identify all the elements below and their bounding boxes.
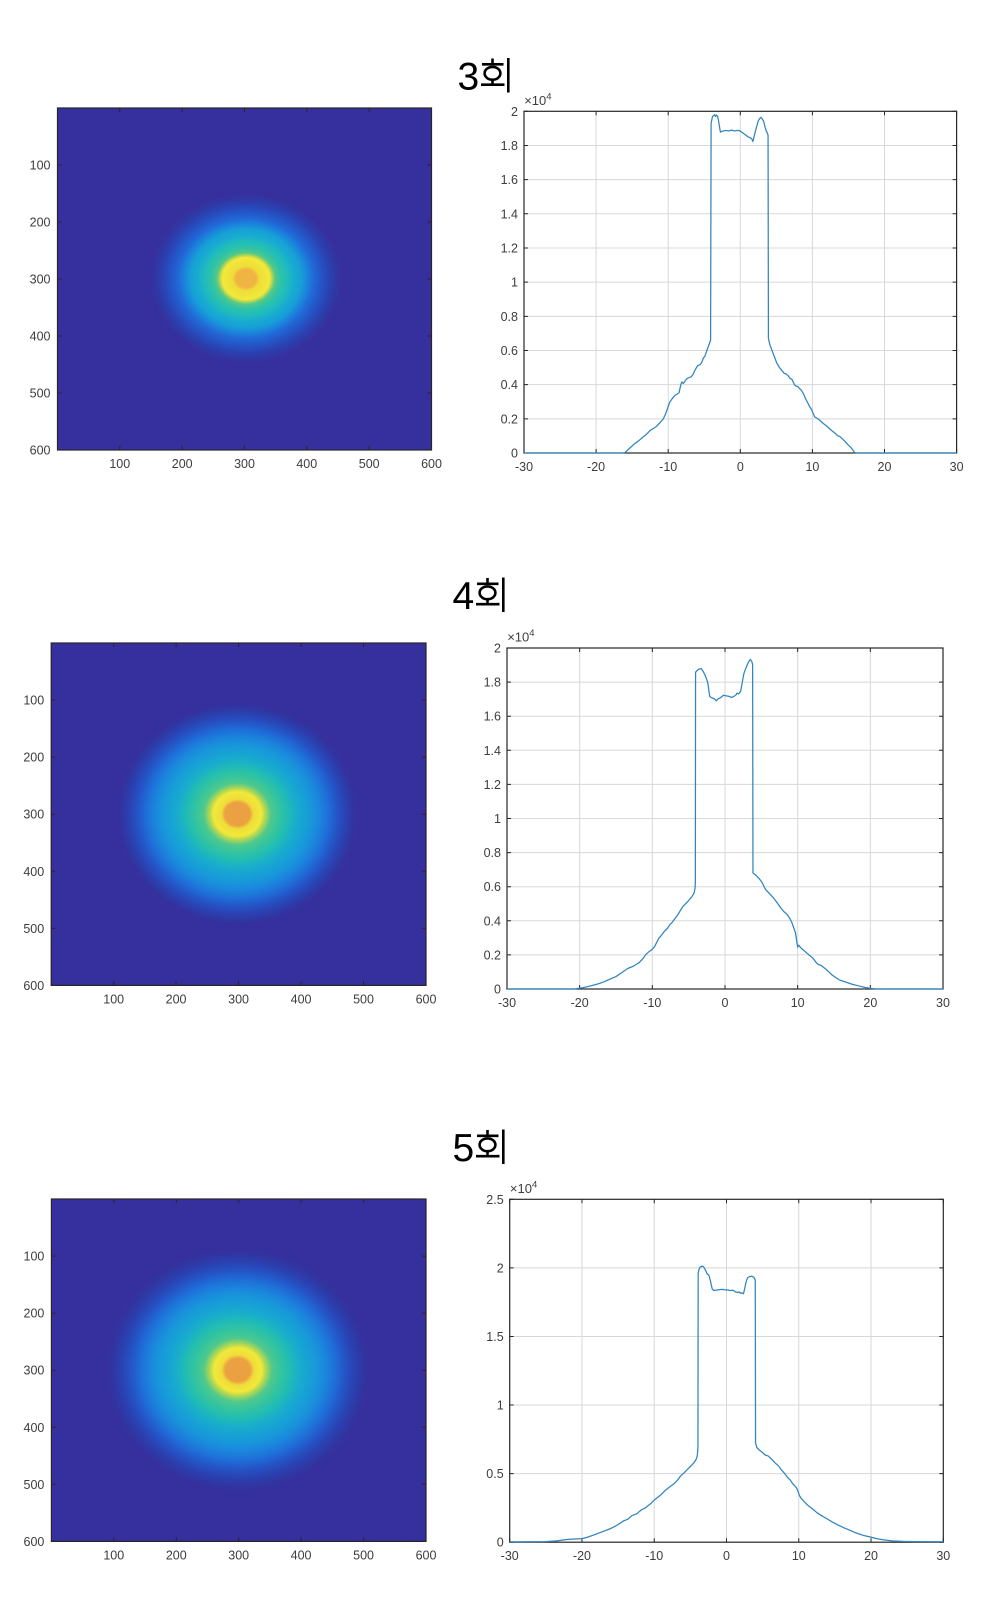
svg-text:-30: -30 [515,460,533,474]
svg-text:0.5: 0.5 [486,1467,503,1481]
svg-text:400: 400 [291,992,312,1006]
svg-text:-30: -30 [501,1549,519,1563]
svg-text:4: 4 [453,575,475,618]
svg-text:1.6: 1.6 [484,710,501,724]
svg-text:2: 2 [511,105,518,119]
svg-text:200: 200 [172,457,193,471]
svg-text:20: 20 [863,996,877,1010]
svg-text:0.6: 0.6 [484,880,501,894]
svg-text:-20: -20 [573,1549,591,1563]
svg-text:300: 300 [30,273,51,287]
svg-text:500: 500 [353,1548,374,1562]
svg-text:-10: -10 [659,460,677,474]
svg-text:600: 600 [24,1535,45,1549]
svg-text:1.4: 1.4 [484,744,501,758]
svg-text:100: 100 [23,694,44,708]
svg-text:500: 500 [23,922,44,936]
svg-text:400: 400 [291,1548,312,1562]
svg-text:×104: ×104 [524,91,551,108]
svg-text:30: 30 [936,1549,950,1563]
svg-text:1.4: 1.4 [501,207,518,221]
svg-text:200: 200 [166,992,187,1006]
svg-text:400: 400 [23,865,44,879]
svg-text:200: 200 [24,1307,45,1321]
svg-text:0.8: 0.8 [484,846,501,860]
svg-text:1.8: 1.8 [501,139,518,153]
svg-text:300: 300 [228,992,249,1006]
svg-text:0: 0 [722,996,729,1010]
svg-text:5: 5 [453,1127,475,1170]
svg-text:200: 200 [166,1548,187,1562]
svg-text:600: 600 [416,1548,437,1562]
svg-text:100: 100 [103,992,124,1006]
svg-text:0.4: 0.4 [501,378,518,392]
svg-text:-20: -20 [571,996,589,1010]
svg-text:2.5: 2.5 [486,1193,503,1207]
svg-text:1.6: 1.6 [501,173,518,187]
svg-text:1.5: 1.5 [486,1330,503,1344]
svg-text:20: 20 [878,460,892,474]
svg-text:1: 1 [497,1399,504,1413]
svg-text:×104: ×104 [507,628,534,645]
svg-text:-10: -10 [643,996,661,1010]
svg-text:500: 500 [359,457,380,471]
svg-text:600: 600 [421,457,442,471]
svg-text:400: 400 [24,1421,45,1435]
svg-text:300: 300 [24,1364,45,1378]
svg-text:400: 400 [30,330,51,344]
svg-text:-30: -30 [498,996,516,1010]
svg-text:-20: -20 [587,460,605,474]
svg-text:20: 20 [864,1549,878,1563]
svg-text:0.8: 0.8 [501,310,518,324]
svg-text:600: 600 [416,992,437,1006]
svg-text:400: 400 [296,457,317,471]
svg-text:2: 2 [497,1261,504,1275]
svg-text:500: 500 [30,387,51,401]
svg-text:600: 600 [30,444,51,458]
svg-text:30: 30 [950,460,964,474]
svg-text:200: 200 [23,751,44,765]
svg-text:×104: ×104 [510,1179,537,1196]
svg-text:0: 0 [723,1549,730,1563]
svg-text:1: 1 [494,812,501,826]
svg-text:100: 100 [103,1548,124,1562]
svg-text:-10: -10 [645,1549,663,1563]
svg-text:100: 100 [30,159,51,173]
svg-text:1.2: 1.2 [501,241,518,255]
svg-text:0: 0 [511,447,518,461]
svg-text:600: 600 [23,979,44,993]
svg-text:0.2: 0.2 [501,412,518,426]
svg-text:300: 300 [234,457,255,471]
svg-text:1: 1 [511,276,518,290]
svg-text:10: 10 [791,996,805,1010]
svg-text:100: 100 [109,457,130,471]
svg-text:300: 300 [23,808,44,822]
svg-text:3: 3 [458,56,480,99]
svg-text:200: 200 [30,216,51,230]
svg-text:500: 500 [24,1478,45,1492]
svg-text:1.8: 1.8 [484,676,501,690]
svg-text:0: 0 [497,1536,504,1550]
svg-text:0.2: 0.2 [484,948,501,962]
svg-text:300: 300 [228,1548,249,1562]
svg-text:0: 0 [737,460,744,474]
svg-text:500: 500 [353,992,374,1006]
svg-text:10: 10 [792,1549,806,1563]
svg-text:0.6: 0.6 [501,344,518,358]
svg-text:0.4: 0.4 [484,914,501,928]
svg-text:10: 10 [805,460,819,474]
svg-text:100: 100 [24,1250,45,1264]
svg-text:2: 2 [494,642,501,656]
svg-text:30: 30 [936,996,950,1010]
svg-text:0: 0 [494,983,501,997]
svg-text:1.2: 1.2 [484,778,501,792]
